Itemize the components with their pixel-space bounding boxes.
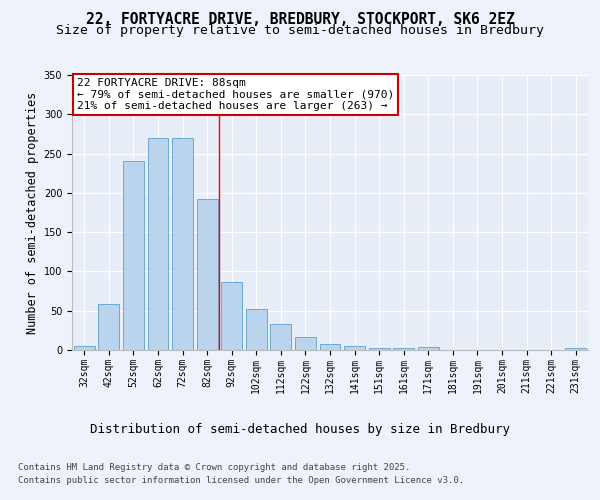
Bar xyxy=(246,309,267,350)
Bar xyxy=(123,162,144,350)
Bar xyxy=(393,348,414,350)
Bar xyxy=(368,348,389,350)
Bar xyxy=(98,304,119,350)
Text: Distribution of semi-detached houses by size in Bredbury: Distribution of semi-detached houses by … xyxy=(90,422,510,436)
Bar xyxy=(148,138,169,350)
Y-axis label: Number of semi-detached properties: Number of semi-detached properties xyxy=(26,92,40,334)
Text: 22, FORTYACRE DRIVE, BREDBURY, STOCKPORT, SK6 2EZ: 22, FORTYACRE DRIVE, BREDBURY, STOCKPORT… xyxy=(86,12,514,28)
Bar xyxy=(197,199,218,350)
Text: 22 FORTYACRE DRIVE: 88sqm
← 79% of semi-detached houses are smaller (970)
21% of: 22 FORTYACRE DRIVE: 88sqm ← 79% of semi-… xyxy=(77,78,394,111)
Bar xyxy=(172,138,193,350)
Text: Size of property relative to semi-detached houses in Bredbury: Size of property relative to semi-detach… xyxy=(56,24,544,37)
Text: Contains HM Land Registry data © Crown copyright and database right 2025.: Contains HM Land Registry data © Crown c… xyxy=(18,462,410,471)
Bar xyxy=(221,282,242,350)
Bar xyxy=(271,324,292,350)
Bar xyxy=(74,346,95,350)
Bar xyxy=(565,348,586,350)
Bar xyxy=(344,346,365,350)
Text: Contains public sector information licensed under the Open Government Licence v3: Contains public sector information licen… xyxy=(18,476,464,485)
Bar xyxy=(418,347,439,350)
Bar xyxy=(295,336,316,350)
Bar xyxy=(320,344,340,350)
